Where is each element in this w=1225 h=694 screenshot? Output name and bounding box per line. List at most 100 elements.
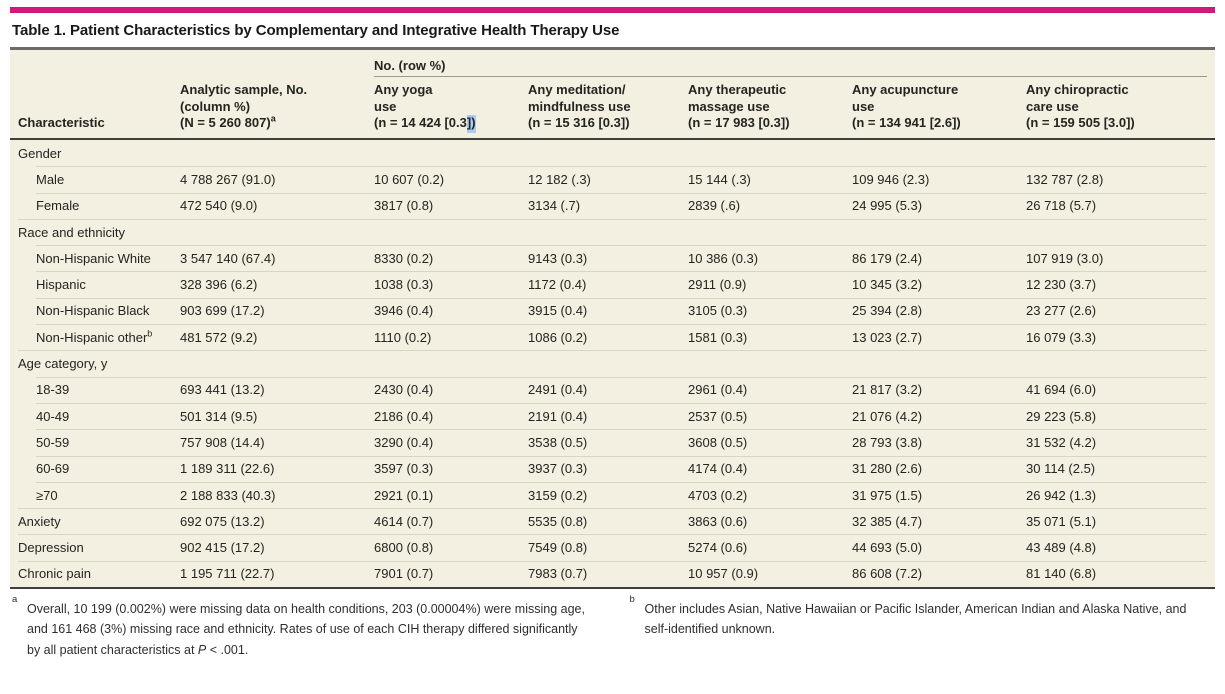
table-cell: 25 394 (2.8) bbox=[852, 303, 923, 319]
table-cell: 31 975 (1.5) bbox=[852, 487, 923, 503]
row-label: Female bbox=[36, 198, 80, 214]
table-cell: 21 817 (3.2) bbox=[852, 382, 923, 398]
col-header-characteristic: Characteristic bbox=[18, 115, 105, 131]
table-body: Gender Male 4 788 267 (91.0) 10 607 (0.2) 12… bbox=[10, 140, 1215, 590]
col-header-therapy-2: Any meditation/mindfulness use (n = 15 31… bbox=[528, 78, 688, 138]
table-cell: 472 540 (9.0) bbox=[180, 198, 258, 214]
group-header-no-row-pct: No. (row %) bbox=[374, 52, 1207, 77]
table-row: 40-49 501 314 (9.5) 2186 (0.4) 2191 (0.4) 25… bbox=[18, 402, 1207, 429]
table-cell: 9143 (0.3) bbox=[528, 250, 588, 266]
analytic-header-line1: Analytic sample, No. bbox=[180, 82, 308, 98]
table-row: Female 472 540 (9.0) 3817 (0.8) 3134 (.7) 28… bbox=[18, 192, 1207, 219]
table-row: 18-39 693 441 (13.2) 2430 (0.4) 2491 (0.4) 2… bbox=[18, 376, 1207, 403]
table-cell: 3597 (0.3) bbox=[374, 461, 434, 477]
table-cell: 132 787 (2.8) bbox=[1026, 171, 1104, 187]
table-cell: 3817 (0.8) bbox=[374, 198, 434, 214]
table-cell: 86 608 (7.2) bbox=[852, 566, 923, 582]
row-label: Non-Hispanic White bbox=[36, 250, 151, 266]
table-cell: 10 957 (0.9) bbox=[688, 566, 759, 582]
table-cell: 2961 (0.4) bbox=[688, 382, 748, 398]
table-cell: 1086 (0.2) bbox=[528, 329, 588, 345]
table-cell: 2491 (0.4) bbox=[528, 382, 588, 398]
table-cell: 1 195 711 (22.7) bbox=[180, 566, 275, 582]
footnote-a-marker-ref: a bbox=[270, 114, 276, 125]
table-cell: 8330 (0.2) bbox=[374, 250, 434, 266]
row-label: Gender bbox=[18, 145, 62, 161]
table-cell: 44 693 (5.0) bbox=[852, 540, 923, 556]
table-cell: 693 441 (13.2) bbox=[180, 382, 265, 398]
table-cell: 6800 (0.8) bbox=[374, 540, 434, 556]
table-cell: 3159 (0.2) bbox=[528, 487, 588, 503]
table-cell: 481 572 (9.2) bbox=[180, 329, 258, 345]
table-row: Non-Hispanic otherb 481 572 (9.2) 1110 (0.… bbox=[18, 324, 1207, 350]
table-cell: 12 230 (3.7) bbox=[1026, 277, 1097, 293]
table-cell: 2921 (0.1) bbox=[374, 487, 434, 503]
table-cell: 5535 (0.8) bbox=[528, 513, 588, 529]
row-label: Male bbox=[36, 171, 65, 187]
therapy-header-line: use bbox=[852, 98, 875, 114]
table-cell: 4614 (0.7) bbox=[374, 513, 434, 529]
table-row: 60-69 1 189 311 (22.6) 3597 (0.3) 3937 (0.3… bbox=[18, 455, 1207, 482]
table-cell: 24 995 (5.3) bbox=[852, 198, 923, 214]
therapy-header-line: (n = 17 983 [0.3]) bbox=[688, 115, 790, 131]
table-cell: 13 023 (2.7) bbox=[852, 329, 923, 345]
footnotes: a Overall, 10 199 (0.002%) were missing … bbox=[10, 589, 1215, 660]
accent-bar bbox=[10, 7, 1215, 13]
table-cell: 3134 (.7) bbox=[528, 198, 581, 214]
table-cell: 3290 (0.4) bbox=[374, 434, 434, 450]
col-header-therapy-5: Any chiropractic care use (n = 159 505 [3.… bbox=[1026, 78, 1207, 138]
table-row: Depression 902 415 (17.2) 6800 (0.8) 7549 (… bbox=[18, 534, 1207, 560]
section-row: Gender bbox=[18, 140, 1207, 166]
table-cell: 4174 (0.4) bbox=[688, 461, 748, 477]
therapy-header-line: use bbox=[374, 98, 397, 114]
therapy-header-line: (n = 15 316 [0.3]) bbox=[528, 115, 630, 131]
therapy-header-line: Any yoga bbox=[374, 82, 433, 98]
table-title: Table 1. Patient Characteristics by Comp… bbox=[12, 22, 620, 39]
table-cell: 2186 (0.4) bbox=[374, 408, 434, 424]
row-label: Depression bbox=[18, 540, 84, 556]
table-row: Chronic pain 1 195 711 (22.7) 7901 (0.7) 79… bbox=[18, 560, 1207, 587]
table-cell: 86 179 (2.4) bbox=[852, 250, 923, 266]
table-cell: 12 182 (.3) bbox=[528, 171, 591, 187]
table-cell: 10 345 (3.2) bbox=[852, 277, 923, 293]
table-cell: 81 140 (6.8) bbox=[1026, 566, 1097, 582]
table-cell: 757 908 (14.4) bbox=[180, 434, 265, 450]
therapy-header-line: Any acupuncture bbox=[852, 82, 959, 98]
table-row: Anxiety 692 075 (13.2) 4614 (0.7) 5535 (0.8… bbox=[18, 508, 1207, 534]
table-cell: 109 946 (2.3) bbox=[852, 171, 930, 187]
p-value-label: P bbox=[197, 642, 207, 657]
table-cell: 3937 (0.3) bbox=[528, 461, 588, 477]
table-cell: 29 223 (5.8) bbox=[1026, 408, 1097, 424]
table-header: No. (row %) Characteristic Analytic samp… bbox=[10, 50, 1215, 140]
therapy-header-line: (n = 134 941 [2.6]) bbox=[852, 115, 961, 131]
table-cell: 31 280 (2.6) bbox=[852, 461, 923, 477]
table-cell: 2537 (0.5) bbox=[688, 408, 748, 424]
group-header-label: No. (row %) bbox=[374, 58, 446, 73]
therapy-header-line: Any meditation/ bbox=[528, 82, 626, 98]
row-label: 50-59 bbox=[36, 434, 70, 450]
table-cell: 328 396 (6.2) bbox=[180, 277, 258, 293]
table-cell: 7901 (0.7) bbox=[374, 566, 434, 582]
table-cell: 2430 (0.4) bbox=[374, 382, 434, 398]
table-cell: 5274 (0.6) bbox=[688, 540, 748, 556]
footnote-a-text: Overall, 10 199 (0.002%) were missing da… bbox=[27, 602, 585, 657]
table-cell: 15 144 (.3) bbox=[688, 171, 751, 187]
col-header-therapy-4: Any acupuncture use (n = 134 941 [2.6]) bbox=[852, 78, 1026, 138]
row-label: 60-69 bbox=[36, 461, 70, 477]
table-cell: 7549 (0.8) bbox=[528, 540, 588, 556]
table-cell: 4703 (0.2) bbox=[688, 487, 748, 503]
col-header-therapy-3: Any therapeutic massage use (n = 17 983 [0… bbox=[688, 78, 852, 138]
table-row: Male 4 788 267 (91.0) 10 607 (0.2) 12 182 (… bbox=[18, 166, 1207, 192]
table-cell: 1 189 311 (22.6) bbox=[180, 461, 275, 477]
row-label: Chronic pain bbox=[18, 566, 91, 582]
text-selection-highlight: ]) bbox=[466, 115, 476, 131]
row-label: 40-49 bbox=[36, 408, 70, 424]
table-cell: 2839 (.6) bbox=[688, 198, 741, 214]
table-row: Hispanic 328 396 (6.2) 1038 (0.3) 1172 (0.4… bbox=[18, 271, 1207, 297]
footnote-a: a Overall, 10 199 (0.002%) were missing … bbox=[12, 595, 596, 660]
therapy-header-line: massage use bbox=[688, 98, 770, 114]
row-label: Non-Hispanic otherb bbox=[36, 328, 153, 345]
therapy-header-line: Any therapeutic bbox=[688, 82, 787, 98]
table-cell: 10 386 (0.3) bbox=[688, 250, 759, 266]
